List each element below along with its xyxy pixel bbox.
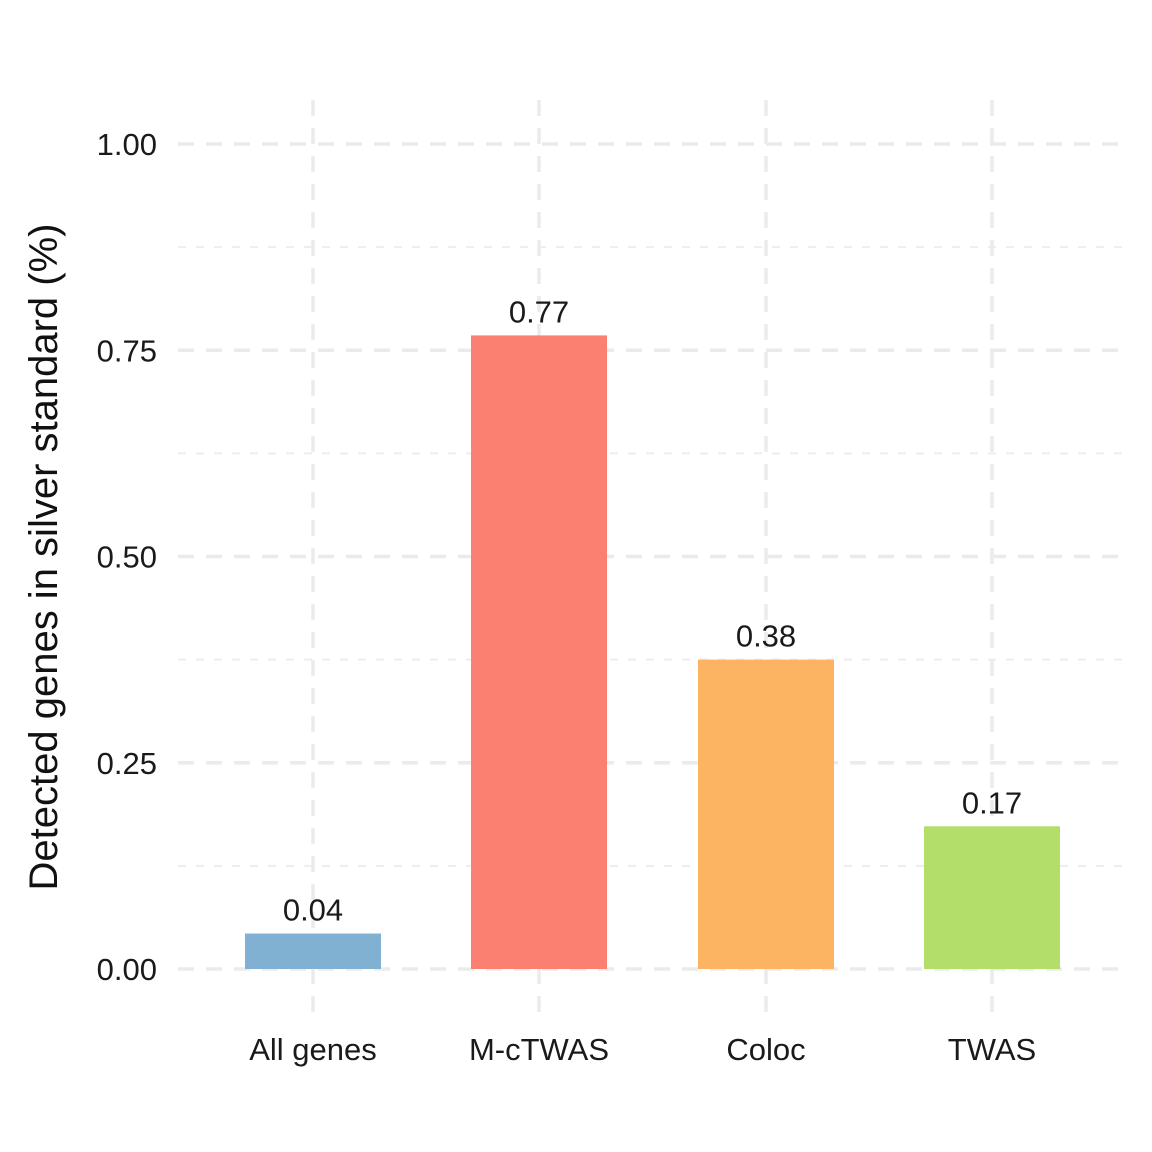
x-tick-label-2: Coloc (726, 1032, 805, 1067)
y-tick-label-2: 0.50 (97, 540, 157, 575)
y-tick-label-3: 0.75 (97, 333, 157, 368)
y-tick-label-1: 0.25 (97, 746, 157, 781)
y-tick-label-4: 1.00 (97, 127, 157, 162)
x-tick-label-1: M-cTWAS (469, 1032, 609, 1067)
data-label-2: 0.38 (736, 619, 796, 654)
bar-all-genes (245, 933, 381, 969)
x-tick-label-0: All genes (249, 1032, 377, 1067)
y-tick-label-0: 0.00 (97, 952, 157, 987)
bar-coloc (698, 659, 834, 969)
bar-twas (924, 826, 1060, 969)
data-label-0: 0.04 (283, 893, 343, 928)
x-axis-ticks: All genes M-cTWAS Coloc TWAS (249, 1032, 1036, 1067)
data-label-1: 0.77 (509, 294, 569, 329)
y-axis-ticks: 0.00 0.25 0.50 0.75 1.00 (97, 127, 157, 987)
y-axis-title: Detected genes in silver standard (%) (22, 224, 66, 891)
bar-m-ctwas (471, 335, 607, 969)
data-label-3: 0.17 (962, 785, 1022, 820)
data-labels: 0.04 0.77 0.38 0.17 (283, 294, 1022, 927)
bars (245, 335, 1060, 969)
x-tick-label-3: TWAS (948, 1032, 1036, 1067)
